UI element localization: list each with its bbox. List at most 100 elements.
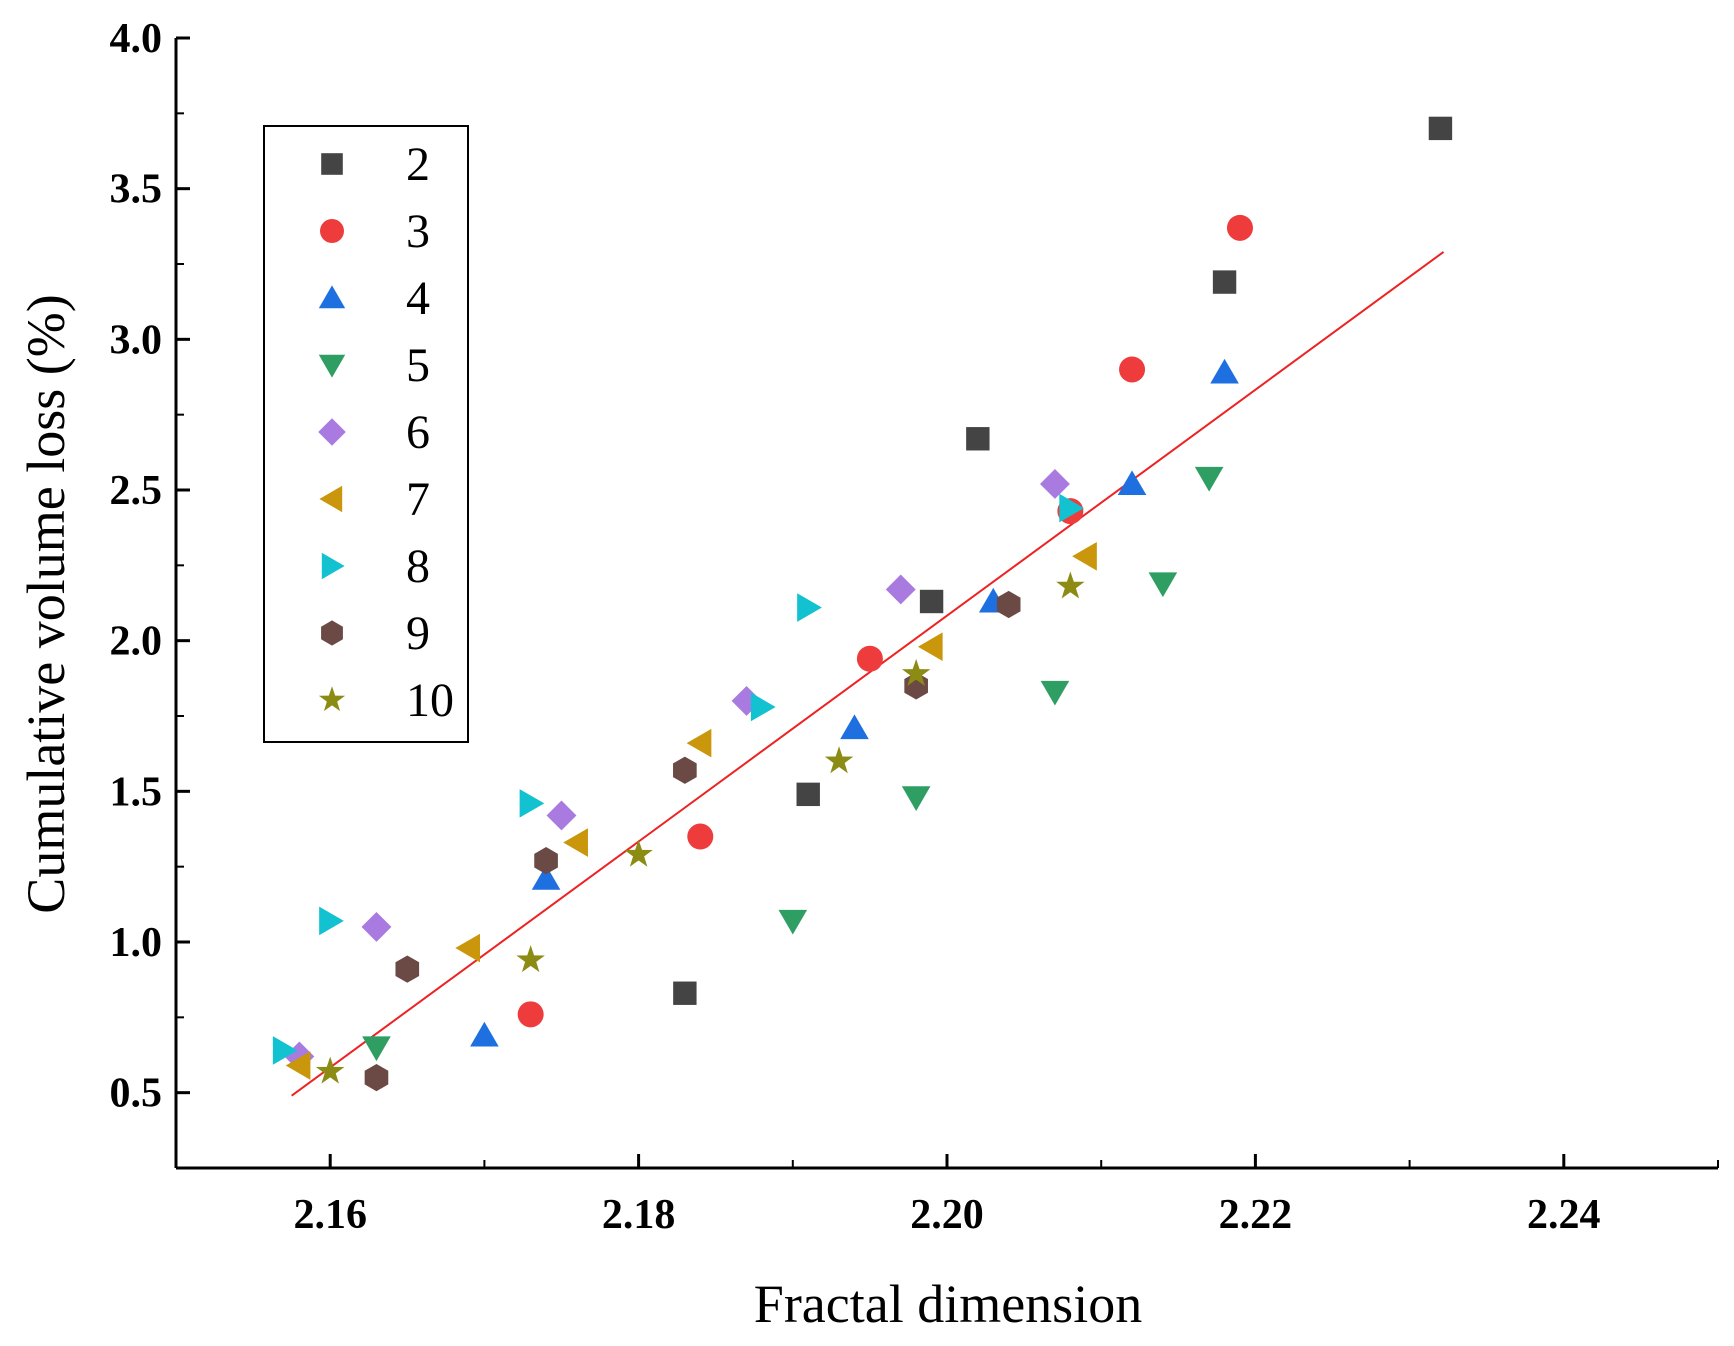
x-ticks: 2.16 2.18 2.20 2.22 2.24 [175, 1154, 1719, 1238]
data-points [272, 116, 1453, 1092]
data-point-series-5 [1194, 466, 1224, 492]
x-tick-label: 2.16 [293, 1192, 367, 1238]
legend-item: 10 [318, 674, 454, 727]
data-point-series-4 [840, 714, 869, 740]
data-point-series-8 [750, 692, 776, 722]
data-point-series-8 [272, 1036, 298, 1065]
y-tick-label: 2.0 [110, 619, 163, 665]
data-point-series-5 [362, 1036, 391, 1062]
legend-label: 4 [406, 272, 430, 325]
legend-marker-2 [321, 153, 343, 175]
legend-label: 5 [406, 339, 430, 392]
legend-label: 7 [406, 473, 430, 526]
data-point-series-2 [1428, 116, 1453, 141]
series-9 [364, 590, 1021, 1092]
legend-marker-9 [321, 620, 343, 646]
legend-marker-8 [321, 552, 345, 580]
data-point-series-2 [796, 782, 820, 807]
data-point-series-10 [624, 839, 653, 867]
series-4 [470, 358, 1239, 1047]
fit-line-layer [291, 251, 1445, 1097]
legend-label: 2 [406, 138, 430, 191]
legend-marker-7 [319, 485, 343, 513]
y-tick-label: 2.5 [110, 468, 163, 514]
legend-item: 5 [318, 339, 430, 392]
data-point-series-9 [395, 955, 420, 983]
data-point-series-7 [455, 933, 481, 963]
legend-marker-4 [318, 285, 346, 309]
data-point-series-9 [534, 846, 558, 875]
data-point-series-9 [364, 1063, 389, 1092]
data-point-series-6 [1039, 469, 1070, 499]
data-point-series-10 [315, 1056, 345, 1084]
data-point-series-2 [1212, 270, 1237, 294]
data-point-series-6 [546, 800, 577, 831]
x-tick-label: 2.18 [602, 1192, 676, 1238]
y-axis-title: Cumulative volume loss (%) [16, 294, 76, 913]
y-tick-label: 1.0 [110, 920, 163, 966]
data-point-series-10 [516, 945, 545, 973]
legend-item: 7 [319, 473, 430, 526]
data-point-series-7 [1072, 541, 1097, 571]
series-5 [362, 466, 1224, 1062]
data-point-series-4 [470, 1021, 499, 1047]
legend-box [263, 125, 469, 743]
legend-item: 4 [318, 272, 430, 325]
data-point-series-10 [901, 658, 931, 686]
data-point-series-9 [996, 590, 1021, 619]
data-point-series-8 [319, 906, 344, 936]
data-point-series-7 [686, 728, 712, 758]
data-point-series-7 [917, 632, 943, 661]
legend-marker-5 [318, 354, 346, 378]
y-tick-label: 0.5 [110, 1071, 163, 1117]
x-tick-label: 2.22 [1219, 1192, 1293, 1238]
legend-label: 8 [406, 540, 430, 593]
data-point-series-3 [687, 823, 714, 850]
y-tick-label: 3.0 [110, 317, 163, 363]
legend-item: 8 [321, 540, 430, 593]
data-point-series-2 [919, 589, 944, 614]
data-point-series-3 [1226, 214, 1253, 241]
data-point-series-6 [361, 911, 392, 942]
legend-item: 6 [318, 406, 430, 459]
legend-label: 3 [406, 205, 430, 258]
series-7 [285, 541, 1097, 1080]
data-point-series-8 [519, 789, 545, 818]
series-2 [673, 116, 1453, 1005]
data-point-series-5 [778, 909, 808, 935]
series-10 [315, 571, 1085, 1084]
y-tick-label: 1.5 [110, 769, 163, 815]
legend-item: 2 [321, 138, 430, 191]
data-point-series-9 [673, 756, 697, 784]
data-point-series-3 [856, 645, 883, 672]
legend-item: 9 [321, 607, 430, 660]
data-point-series-2 [673, 981, 697, 1005]
legend-marker-3 [320, 219, 344, 243]
legend-label: 9 [406, 607, 430, 660]
data-point-series-3 [1119, 356, 1146, 383]
data-point-series-4 [1210, 358, 1239, 384]
legend-label: 6 [406, 406, 430, 459]
data-point-series-8 [1059, 493, 1085, 523]
x-tick-label: 2.20 [910, 1192, 984, 1238]
legend-marker-10 [318, 686, 346, 712]
legend-item: 3 [320, 205, 430, 258]
data-point-series-10 [1056, 571, 1085, 599]
data-point-series-5 [901, 786, 931, 812]
data-point-series-3 [517, 1001, 544, 1028]
x-axis-title: Fractal dimension [754, 1274, 1142, 1334]
x-tick-label: 2.24 [1527, 1192, 1601, 1238]
data-point-series-8 [797, 593, 822, 622]
data-point-series-4 [1117, 470, 1147, 496]
series-3 [517, 214, 1253, 1028]
data-point-series-10 [824, 746, 854, 774]
data-point-series-5 [1148, 572, 1178, 598]
data-point-series-4 [531, 865, 561, 890]
legend-marker-6 [318, 418, 346, 446]
legend: 2 3 4 5 6 7 8 9 10 [263, 125, 469, 743]
fit-line [291, 251, 1445, 1097]
y-ticks: 0.5 1.0 1.5 2.0 2.5 3.0 3.5 4.0 [110, 16, 190, 1169]
series-8 [272, 493, 1085, 1065]
data-point-series-7 [285, 1051, 311, 1080]
